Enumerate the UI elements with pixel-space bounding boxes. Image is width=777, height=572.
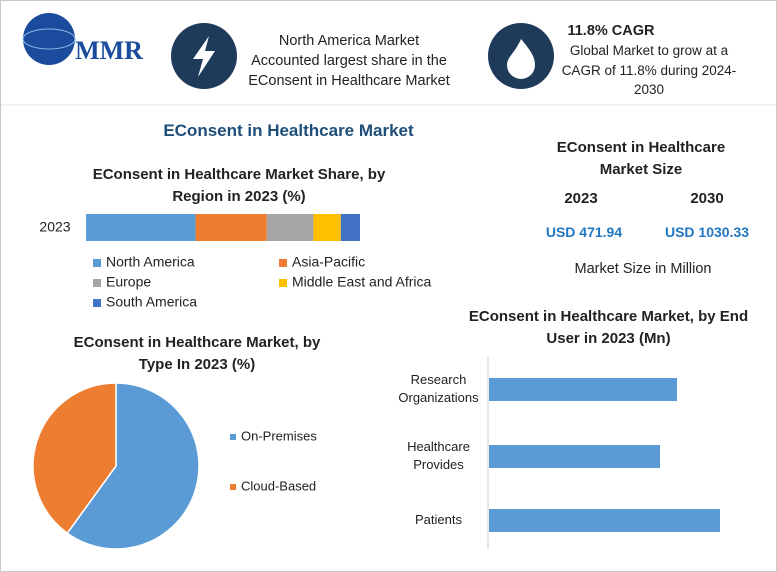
category-label: 2023: [39, 219, 70, 235]
bar: [489, 509, 720, 532]
flame-icon: [507, 39, 535, 79]
size-year: 2030: [690, 190, 724, 207]
legend-swatch: [93, 259, 101, 267]
legend-label: South America: [106, 294, 197, 310]
bar: [489, 378, 677, 401]
size-year: 2023: [564, 190, 598, 207]
chart-title: EConsent in Healthcare Market, by End Us…: [468, 308, 749, 347]
cagr-text: Global Market to grow at a CAGR of 11.8%…: [561, 43, 737, 97]
category-label: Healthcare Provides: [407, 439, 470, 472]
legend-label: Europe: [106, 274, 151, 290]
chart-title: EConsent in Healthcare Market Share, by …: [92, 166, 386, 205]
legend-swatch: [279, 279, 287, 287]
legend-swatch: [93, 299, 101, 307]
size-value: USD 1030.33: [664, 224, 750, 240]
bar-segment: [340, 214, 360, 241]
legend-label: Cloud-Based: [241, 478, 316, 493]
pie-slice: [66, 382, 200, 550]
legend-swatch: [93, 279, 101, 287]
logo-globe: [23, 13, 75, 65]
size-note: Market Size in Million: [574, 261, 712, 277]
logo-text: MMR: [75, 36, 143, 65]
bar-segment: [313, 214, 341, 241]
legend-swatch: [230, 434, 236, 440]
bar-segment: [266, 214, 314, 241]
legend-label: North America: [106, 254, 195, 270]
bolt-icon: [193, 36, 215, 77]
legend-label: Middle East and Africa: [292, 274, 432, 290]
legend-swatch: [279, 259, 287, 267]
category-label: Research Organizations: [398, 372, 479, 405]
logo-orbit: [22, 28, 76, 50]
main-title: EConsent in Healthcare Market: [163, 121, 414, 140]
legend-swatch: [230, 484, 236, 490]
legend-label: Asia-Pacific: [292, 254, 365, 270]
bar-segment: [195, 214, 267, 241]
bar-segment: [86, 214, 196, 241]
size-title: EConsent in Healthcare Market Size: [556, 139, 726, 178]
cagr-title: 11.8% CAGR: [567, 23, 655, 39]
bar: [489, 445, 660, 468]
chart-title: EConsent in Healthcare Market, by Type I…: [73, 334, 321, 373]
legend-label: On-Premises: [241, 428, 317, 443]
category-label: Patients: [415, 512, 462, 527]
pie-slice: [32, 382, 117, 535]
highlight-text: North America Market Accounted largest s…: [248, 33, 450, 89]
size-value: USD 471.94: [545, 224, 623, 240]
